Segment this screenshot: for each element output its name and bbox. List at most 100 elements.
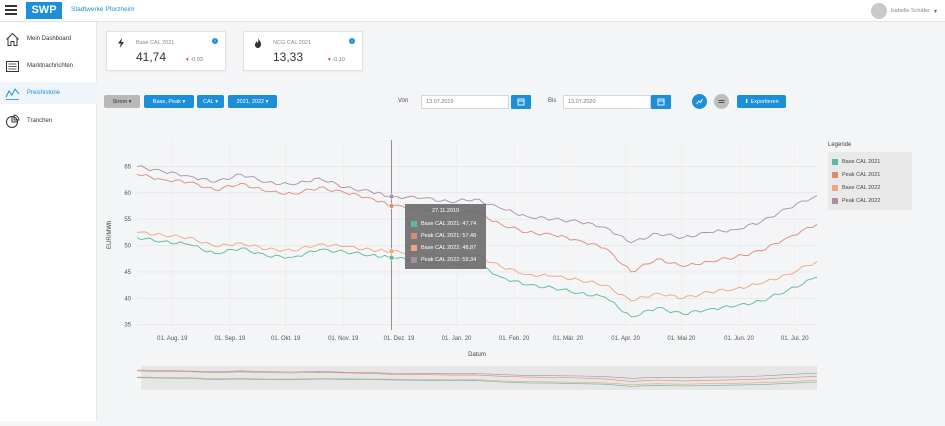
to-label: Bis xyxy=(548,98,557,104)
x-tick-label: 01. Nov. 19 xyxy=(328,336,359,342)
y-tick-label: 50 xyxy=(124,244,131,250)
hover-marker xyxy=(388,254,395,261)
to-calendar-button[interactable] xyxy=(651,95,671,109)
user-menu[interactable]: Isabelle Schäfer ▾ xyxy=(870,2,937,20)
kpi-card-base: Base CAL 2021 i 41,74 ▾ -0.93 xyxy=(106,31,226,71)
y-tick-label: 55 xyxy=(124,217,131,223)
y-tick-label: 65 xyxy=(124,164,131,170)
table-view-button[interactable] xyxy=(714,94,729,109)
info-icon[interactable]: i xyxy=(212,38,218,44)
chart-area: 35 40 45 50 55 60 65 01. Aug. 19 01. Sep. 19 01.… xyxy=(97,128,945,421)
y-tick-label: 35 xyxy=(124,323,131,329)
sidebar: Mein Dashboard Marktnachrichten Preishis… xyxy=(0,22,97,421)
legend-item[interactable]: Peak CAL 2021 xyxy=(832,168,908,181)
navigator-line xyxy=(136,376,818,385)
sidebar-item-label: Marktnachrichten xyxy=(27,63,74,69)
x-tick-label: 01. Jun. 20 xyxy=(724,336,754,342)
bolt-icon xyxy=(118,38,124,48)
tooltip-row: Peak CAL 2021: 57,48 xyxy=(411,230,480,242)
sidebar-item-label: Mein Dashboard xyxy=(27,36,72,42)
top-bar: SWP Stadtwerke Pforzheim Isabelle Schäfe… xyxy=(0,0,945,22)
x-tick-label: 01. Mär. 20 xyxy=(553,336,584,342)
chevron-down-icon: ▾ xyxy=(933,8,937,15)
hover-marker xyxy=(388,193,395,200)
tooltip-date: 27.11.2019 xyxy=(431,208,460,214)
line-chart-icon xyxy=(696,98,703,105)
legend: Legende Base CAL 2021 Peak CAL 2021 Base… xyxy=(828,142,912,210)
y-axis-title: EUR/MWh xyxy=(107,221,113,249)
legend-item[interactable]: Base CAL 2021 xyxy=(832,155,908,168)
x-tick-label: 01. Okt. 19 xyxy=(271,336,301,342)
user-name: Isabelle Schäfer xyxy=(890,8,930,14)
to-date-input[interactable]: 13.07.2020 xyxy=(563,95,651,109)
export-button[interactable]: ⬇ Exportieren xyxy=(737,95,786,108)
legend-title: Legende xyxy=(828,142,852,148)
menu-icon[interactable] xyxy=(5,3,18,17)
range-navigator[interactable] xyxy=(136,366,818,390)
y-axis-labels: 35 40 45 50 55 60 65 xyxy=(124,164,131,328)
home-icon xyxy=(6,32,19,46)
calendar-icon xyxy=(517,98,525,106)
kpi-delta: ▾ -0.10 xyxy=(328,57,345,63)
navigator-line xyxy=(136,370,818,382)
kpi-card-gas: NCG CAL 2021 i 13,33 ▾ -0.10 xyxy=(243,31,363,71)
x-tick-label: 01. Mai 20 xyxy=(667,336,696,342)
flame-icon xyxy=(254,38,262,48)
sidebar-item-tranches[interactable]: Tranchen xyxy=(0,110,97,132)
calendar-icon xyxy=(657,98,665,106)
commodity-dropdown[interactable]: Strom ▾ xyxy=(104,95,140,108)
years-dropdown[interactable]: 2021, 2022 ▾ xyxy=(228,95,277,108)
series-line xyxy=(136,165,818,244)
kpi-value: 13,33 xyxy=(273,50,304,64)
hover-marker xyxy=(388,248,395,255)
x-tick-label: 01. Feb. 20 xyxy=(499,336,530,342)
y-tick-label: 45 xyxy=(124,270,131,276)
legend-item[interactable]: Base CAL 2022 xyxy=(832,181,908,194)
table-icon xyxy=(718,100,725,103)
sidebar-item-label: Tranchen xyxy=(27,118,53,124)
from-calendar-button[interactable] xyxy=(511,95,531,109)
from-label: Von xyxy=(398,98,409,104)
kpi-title: Base CAL 2021 xyxy=(136,40,175,46)
grid xyxy=(137,140,817,330)
logo[interactable]: SWP xyxy=(26,2,62,19)
sidebar-item-news[interactable]: Marktnachrichten xyxy=(0,55,97,77)
avatar[interactable] xyxy=(870,3,887,19)
x-tick-label: 01. Sep. 19 xyxy=(215,336,246,342)
navigator-background xyxy=(141,366,817,390)
tooltip-row: Peak CAL 2022: 59,34 xyxy=(411,254,480,266)
chart-tooltip: 27.11.2019 Base CAL 2021: 47,74 Peak CAL… xyxy=(405,204,486,269)
y-tick-label: 40 xyxy=(124,296,131,302)
sidebar-item-label: Preishistorie xyxy=(27,90,61,96)
from-date-input[interactable]: 13.07.2019 xyxy=(421,95,509,109)
x-axis-labels: 01. Aug. 19 01. Sep. 19 01. Okt. 19 01. Nov… xyxy=(157,336,809,342)
brand-name: Stadtwerke Pforzheim xyxy=(71,6,135,13)
arrow-down-icon: ▾ xyxy=(186,57,189,63)
legend-item[interactable]: Peak CAL 2022 xyxy=(832,194,908,207)
x-tick-label: 01. Dez. 19 xyxy=(384,336,415,342)
arrow-down-icon: ▾ xyxy=(328,57,331,63)
hover-marker xyxy=(388,203,395,209)
x-tick-label: 01. Jan. 20 xyxy=(442,336,472,342)
tooltip-row: Base CAL 2022: 48,87 xyxy=(411,242,480,254)
kpi-value: 41,74 xyxy=(136,50,167,64)
sidebar-item-price-history[interactable]: Preishistorie xyxy=(0,82,97,104)
kpi-delta: ▾ -0.93 xyxy=(186,57,203,63)
news-icon xyxy=(6,60,19,72)
navigator-line xyxy=(136,369,818,379)
x-tick-label: 01. Aug. 19 xyxy=(157,336,188,342)
period-dropdown[interactable]: CAL ▾ xyxy=(197,95,224,108)
tooltip-row: Base CAL 2021: 47,74 xyxy=(411,218,480,230)
x-axis-title: Datum xyxy=(468,352,486,358)
x-tick-label: 01. Apr. 20 xyxy=(611,336,640,342)
hover-markers xyxy=(388,193,395,261)
navigator-line xyxy=(136,377,818,387)
info-icon[interactable]: i xyxy=(349,38,355,44)
chart-view-button[interactable] xyxy=(692,94,707,109)
download-icon: ⬇ xyxy=(744,98,749,105)
sidebar-item-dashboard[interactable]: Mein Dashboard xyxy=(0,28,97,50)
y-tick-label: 60 xyxy=(124,191,131,197)
pie-chart-icon xyxy=(6,114,20,128)
product-dropdown[interactable]: Base, Peak ▾ xyxy=(144,95,194,108)
